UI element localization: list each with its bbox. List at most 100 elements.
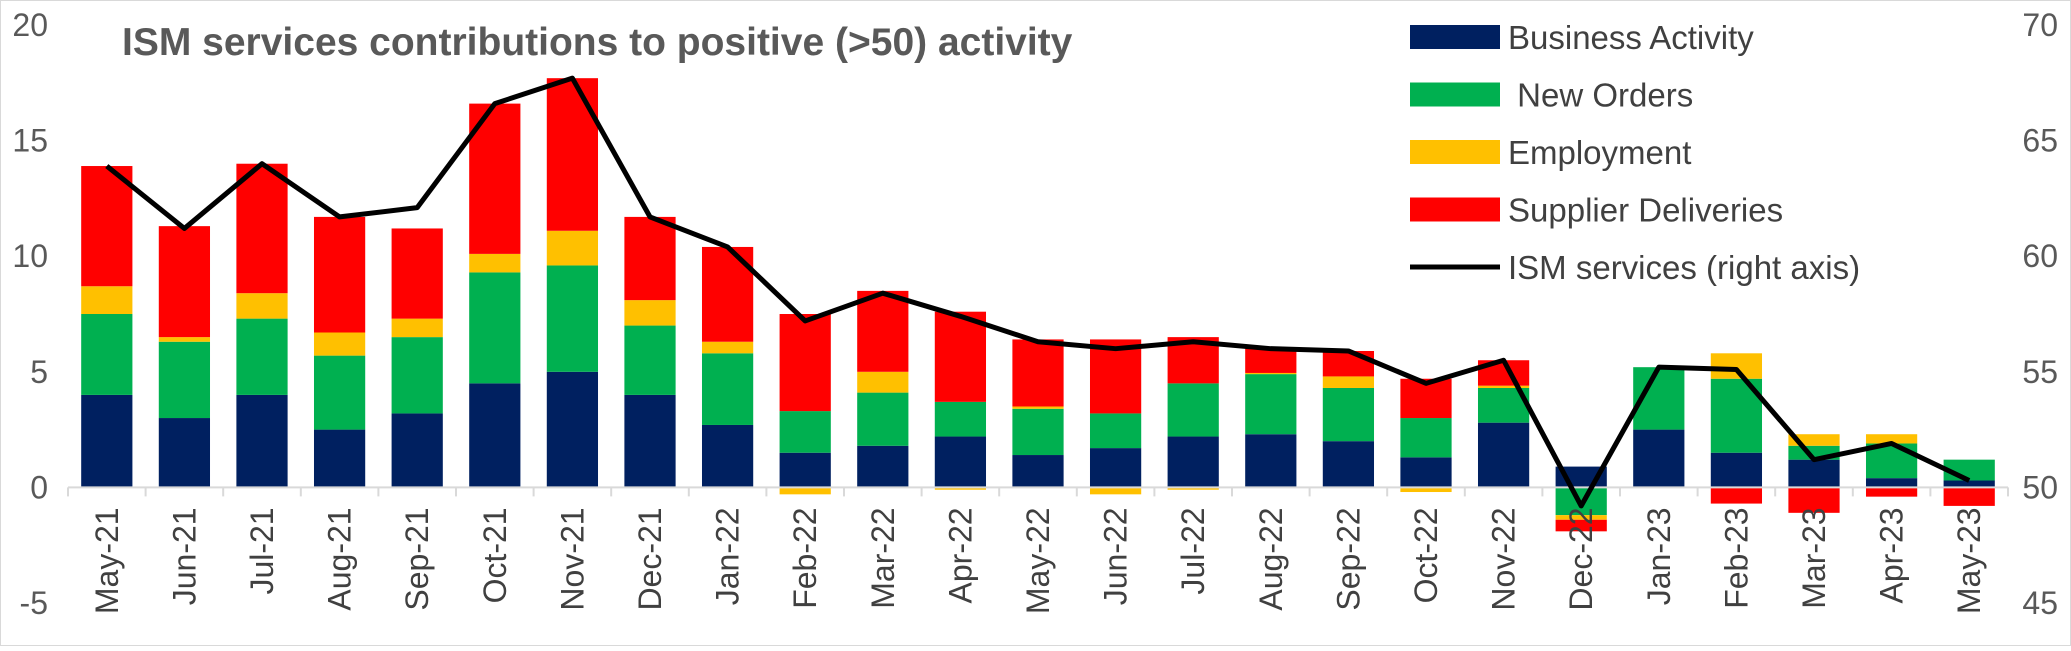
- right-tick-label: 45: [2022, 585, 2058, 621]
- bar-segment-2-11: [934, 487, 987, 490]
- bar-segment-3-12: [1012, 339, 1064, 407]
- bar-segment-1-12: [1012, 408, 1064, 456]
- category-label: Aug-22: [1253, 507, 1289, 610]
- bar-segment-1-9: [779, 411, 831, 453]
- bar-segment-0-2: [236, 394, 288, 488]
- category-labels: May-21 Jun-21 Jul-21 Aug-21 Sep-21 Oct-21 Nov-…: [89, 507, 1987, 614]
- legend-swatch-0: [1410, 25, 1500, 49]
- bar-segment-3-22: [1788, 487, 1840, 513]
- bars-layer: [81, 78, 1995, 532]
- bar-segment-3-15: [1245, 347, 1297, 373]
- bar-segment-1-16: [1322, 387, 1375, 442]
- line-layer: [105, 75, 1971, 509]
- ism-services-line: [105, 75, 1971, 509]
- bar-segment-2-12: [1012, 406, 1064, 409]
- bar-segment-3-24: [1943, 487, 1995, 506]
- category-label: Jun-21: [166, 507, 202, 605]
- bar-segment-0-13: [1089, 448, 1142, 488]
- bar-segment-2-10: [857, 371, 909, 393]
- legend-swatch-3: [1410, 197, 1500, 222]
- bar-segment-1-3: [313, 355, 366, 430]
- bar-segment-1-13: [1089, 413, 1142, 449]
- bar-segment-2-6: [546, 230, 599, 266]
- bar-segment-3-4: [391, 228, 443, 319]
- left-tick-label: 15: [12, 123, 48, 159]
- bar-segment-1-5: [469, 272, 521, 384]
- bar-segment-0-16: [1322, 441, 1375, 488]
- bar-segment-0-7: [624, 394, 676, 488]
- bar-segment-0-8: [701, 424, 754, 488]
- bar-segment-3-3: [313, 216, 366, 333]
- bar-segment-2-4: [391, 318, 443, 338]
- bar-segment-2-23: [1865, 434, 1918, 444]
- category-label: Sep-21: [399, 507, 435, 610]
- left-tick-label: -5: [20, 585, 48, 621]
- bar-segment-2-17: [1400, 487, 1452, 493]
- category-label: Jan-22: [710, 507, 746, 605]
- right-tick-label: 65: [2022, 123, 2058, 159]
- legend-swatch-2: [1410, 140, 1500, 164]
- bar-segment-0-0: [81, 394, 133, 488]
- bar-segment-2-15: [1245, 372, 1297, 375]
- category-label: Oct-22: [1408, 507, 1444, 603]
- category-label: Feb-23: [1718, 507, 1754, 608]
- bar-segment-2-9: [779, 487, 831, 495]
- bar-segment-1-6: [546, 265, 599, 372]
- bar-segment-0-21: [1710, 452, 1763, 488]
- category-label: Apr-23: [1874, 507, 1910, 603]
- right-tick-label: 50: [2022, 469, 2058, 505]
- bar-segment-1-0: [81, 314, 133, 395]
- bar-segment-2-13: [1089, 487, 1142, 495]
- category-label: May-21: [89, 507, 125, 614]
- bar-segment-2-16: [1322, 376, 1375, 388]
- bar-segment-1-7: [624, 325, 676, 395]
- right-tick-label: 70: [2022, 7, 2058, 43]
- bar-segment-3-11: [934, 311, 987, 402]
- category-label: Jun-22: [1098, 507, 1134, 605]
- bar-segment-2-19: [1555, 515, 1607, 520]
- category-label: Sep-22: [1330, 507, 1366, 610]
- bar-segment-0-3: [313, 429, 366, 488]
- bar-segment-3-9: [779, 314, 831, 412]
- bar-segment-3-13: [1089, 339, 1142, 414]
- bar-segment-3-2: [236, 163, 288, 294]
- bar-segment-2-2: [236, 293, 288, 319]
- bar-segment-2-5: [469, 253, 521, 273]
- left-tick-label: 0: [30, 469, 48, 505]
- bar-segment-1-1: [158, 341, 211, 419]
- bar-segment-2-14: [1167, 487, 1219, 490]
- bar-segment-0-24: [1943, 480, 1995, 488]
- bar-segment-0-18: [1477, 422, 1530, 488]
- category-label: Jul-21: [244, 507, 280, 594]
- bar-segment-2-3: [313, 332, 366, 356]
- legend: Business Activity New Orders Employment Su…: [1410, 19, 1860, 286]
- bar-segment-0-14: [1167, 436, 1219, 488]
- category-label: Jan-23: [1641, 507, 1677, 605]
- right-tick-label: 60: [2022, 238, 2058, 274]
- category-label: Apr-22: [942, 507, 978, 603]
- bar-segment-0-10: [857, 445, 909, 488]
- bar-segment-2-18: [1477, 385, 1530, 388]
- legend-label-1: New Orders: [1508, 77, 1693, 114]
- legend-label-0: Business Activity: [1508, 19, 1754, 56]
- bar-segment-0-23: [1865, 478, 1918, 488]
- bar-segment-0-20: [1633, 429, 1685, 488]
- category-label: Nov-21: [554, 507, 590, 610]
- bar-segment-2-0: [81, 286, 133, 314]
- bar-segment-1-14: [1167, 383, 1219, 437]
- bar-segment-0-6: [546, 371, 599, 488]
- right-axis-ticks: 45 50 55 60 65 70: [2022, 7, 2058, 621]
- x-axis: [67, 486, 2009, 497]
- category-label: May-23: [1951, 507, 1987, 614]
- category-label: Mar-22: [865, 507, 901, 608]
- bar-segment-2-21: [1710, 353, 1763, 379]
- bar-segment-1-15: [1245, 374, 1297, 435]
- bar-segment-0-12: [1012, 455, 1064, 488]
- left-tick-label: 20: [12, 7, 48, 43]
- bar-segment-0-5: [469, 383, 521, 488]
- bar-segment-1-11: [934, 401, 987, 437]
- category-label: May-22: [1020, 507, 1056, 614]
- bar-segment-3-23: [1865, 487, 1918, 497]
